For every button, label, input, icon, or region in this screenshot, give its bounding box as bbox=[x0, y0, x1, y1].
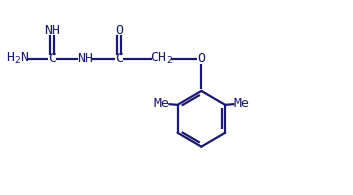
Text: O: O bbox=[115, 24, 123, 37]
Text: C: C bbox=[115, 52, 123, 65]
Text: NH: NH bbox=[44, 24, 60, 37]
Text: CH$_2$: CH$_2$ bbox=[150, 51, 173, 66]
Text: C: C bbox=[48, 52, 56, 65]
Text: H$_2$N: H$_2$N bbox=[6, 51, 30, 66]
Text: NH: NH bbox=[77, 52, 93, 65]
Text: O: O bbox=[197, 52, 205, 65]
Text: Me: Me bbox=[233, 97, 249, 110]
Text: Me: Me bbox=[154, 97, 169, 110]
